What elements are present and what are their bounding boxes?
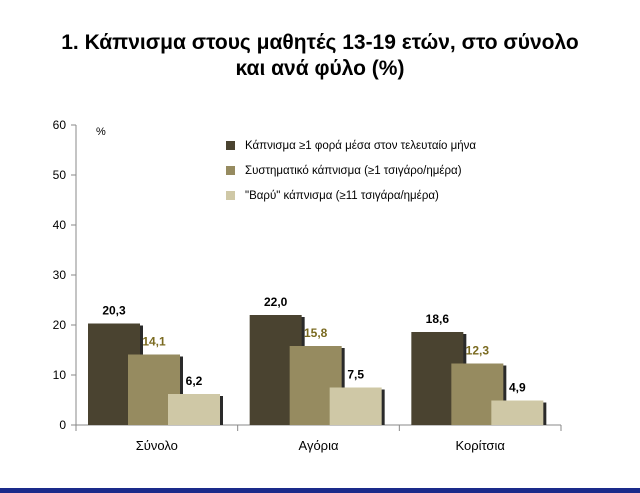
chart-title-line-2: και ανά φύλο (%) (235, 57, 405, 80)
y-tick-label: 0 (59, 418, 66, 432)
x-category-label: Σύνολο (136, 438, 178, 453)
bar-value-label: 18,6 (426, 312, 450, 326)
legend-label: Κάπνισμα ≥1 φορά μέσα στον τελευταίο μήν… (245, 139, 477, 152)
bar-value-label: 4,9 (509, 381, 526, 395)
bar-value-label: 7,5 (347, 368, 364, 382)
legend-item: Κάπνισμα ≥1 φορά μέσα στον τελευταίο μήν… (226, 133, 476, 158)
chart-legend: Κάπνισμα ≥1 φορά μέσα στον τελευταίο μήν… (226, 133, 476, 208)
y-tick-label: 30 (53, 268, 67, 282)
chart-title-line-1: 1. Κάπνισμα στους μαθητές 13-19 ετών, στ… (61, 31, 579, 54)
bar-value-label: 6,2 (186, 374, 203, 388)
bar-value-label: 14,1 (142, 335, 166, 349)
x-category-label: Αγόρια (299, 438, 339, 453)
legend-swatch (226, 191, 235, 200)
bar-value-label: 15,8 (304, 326, 328, 340)
y-tick-label: 10 (53, 368, 67, 382)
bar (329, 387, 382, 425)
bar-value-label: 22,0 (264, 295, 288, 309)
slide-bottom-bar (0, 488, 640, 493)
y-tick-label: 40 (53, 218, 67, 232)
bar-value-label: 12,3 (466, 344, 490, 358)
bar (168, 394, 220, 425)
legend-item: Συστηματικό κάπνισμα (≥1 τσιγάρο/ημέρα) (226, 158, 476, 183)
legend-label: "Βαρύ" κάπνισμα (≥11 τσιγάρα/ημέρα) (245, 189, 439, 202)
legend-item: "Βαρύ" κάπνισμα (≥11 τσιγάρα/ημέρα) (226, 183, 476, 208)
bar (491, 400, 544, 425)
legend-label: Συστηματικό κάπνισμα (≥1 τσιγάρο/ημέρα) (245, 164, 462, 177)
legend-swatch (226, 141, 235, 150)
chart-title: 1. Κάπνισμα στους μαθητές 13-19 ετών, στ… (0, 30, 640, 82)
y-tick-label: 50 (53, 168, 67, 182)
y-tick-label: 60 (53, 118, 67, 132)
y-axis-unit-label: % (96, 126, 106, 138)
x-category-label: Κορίτσια (455, 438, 505, 453)
bar-value-label: 20,3 (102, 304, 126, 318)
y-tick-label: 20 (53, 318, 67, 332)
legend-swatch (226, 166, 235, 175)
